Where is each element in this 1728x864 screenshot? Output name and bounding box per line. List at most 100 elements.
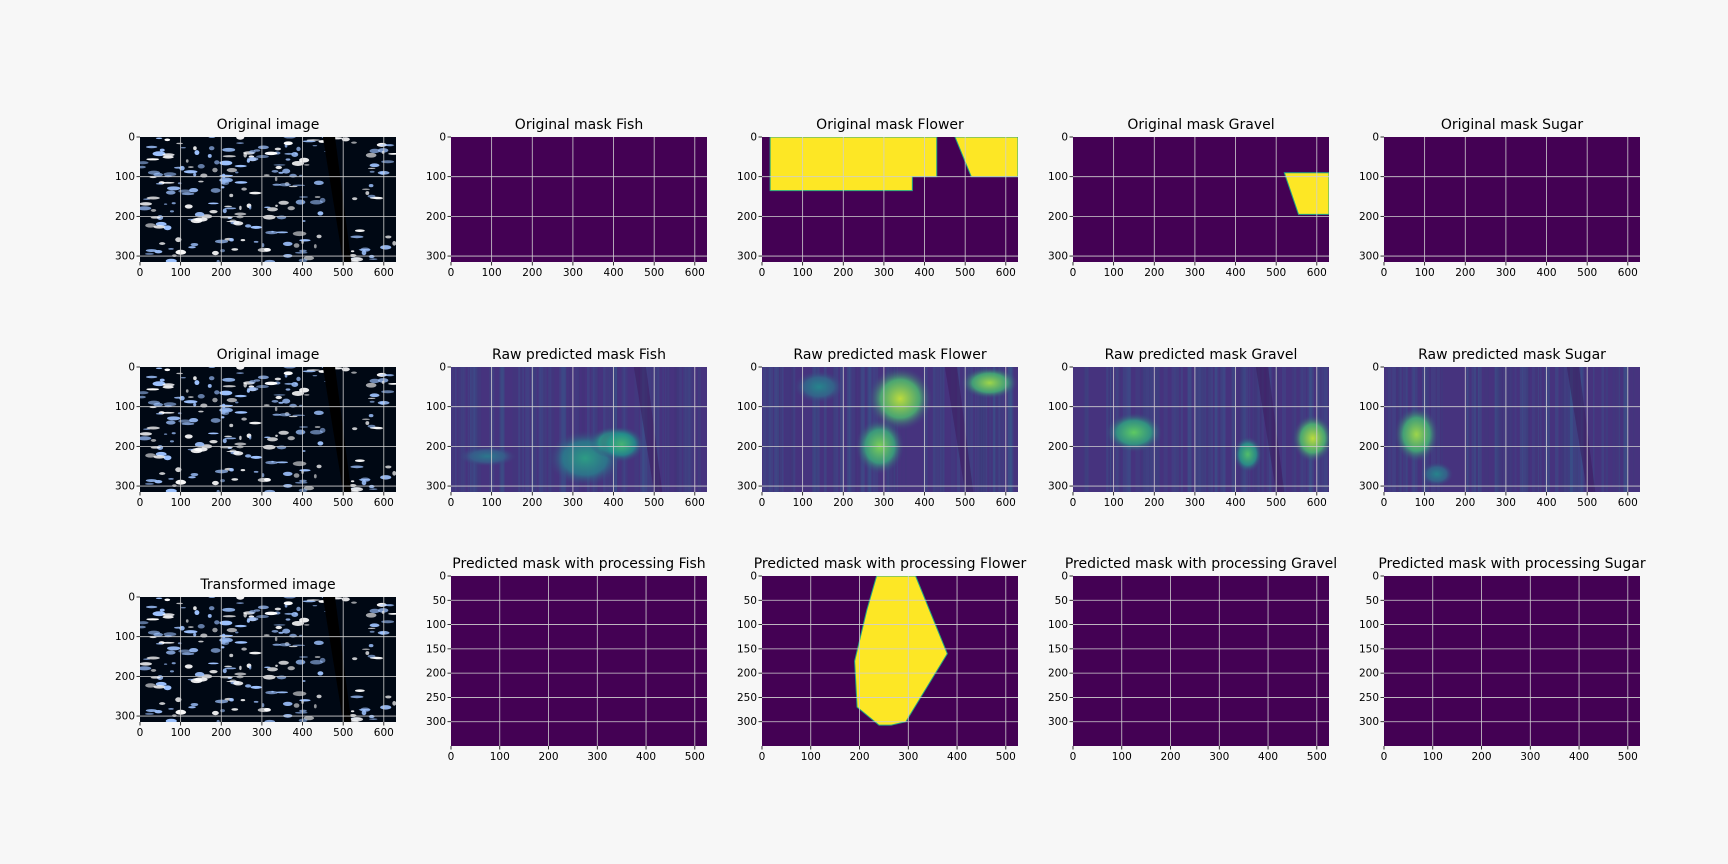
texture-strip bbox=[1471, 367, 1477, 492]
image-background bbox=[140, 367, 396, 492]
cloud-patch bbox=[350, 250, 355, 253]
x-tick-label: 600 bbox=[996, 267, 1016, 279]
cloud-patch bbox=[287, 206, 295, 211]
cloud-patch bbox=[317, 211, 324, 216]
cloud-patch bbox=[164, 368, 171, 372]
texture-strip bbox=[454, 367, 457, 492]
texture-strip bbox=[1593, 367, 1595, 492]
y-tick-label: 100 bbox=[426, 619, 446, 631]
x-tick-label: 0 bbox=[759, 497, 766, 509]
cloud-patch bbox=[163, 433, 168, 435]
texture-strip bbox=[1494, 367, 1500, 492]
texture-strip bbox=[1547, 367, 1550, 492]
cloud-patch bbox=[275, 204, 278, 208]
cloud-patch bbox=[240, 699, 246, 702]
subplot-7: 0 100 200 300 400 500 600 0 100 200 300 Raw predict… bbox=[426, 347, 707, 509]
cloud-patch bbox=[278, 643, 291, 647]
y-tick-label: 300 bbox=[1359, 251, 1379, 263]
texture-strip bbox=[979, 367, 984, 492]
cloud-patch bbox=[155, 412, 163, 415]
texture-strip bbox=[833, 367, 839, 492]
cloud-patch bbox=[208, 137, 216, 138]
cloud-patch bbox=[317, 441, 324, 446]
subplot-image bbox=[451, 367, 707, 492]
cloud-patch bbox=[276, 231, 289, 234]
cloud-patch bbox=[167, 186, 181, 191]
cloud-patch bbox=[222, 438, 227, 444]
x-tick-label: 300 bbox=[1185, 497, 1205, 509]
cloud-patch bbox=[219, 637, 233, 643]
cloud-patch bbox=[208, 662, 219, 665]
texture-strip bbox=[1214, 367, 1217, 492]
cloud-patch bbox=[283, 141, 293, 146]
texture-strip bbox=[968, 367, 972, 492]
cloud-patch bbox=[165, 650, 176, 655]
subplot-image bbox=[1384, 367, 1640, 492]
cloud-patch bbox=[249, 421, 262, 425]
cloud-patch bbox=[361, 250, 367, 256]
cloud-patch bbox=[341, 137, 350, 142]
cloud-patch bbox=[287, 436, 295, 441]
x-tick-label: 500 bbox=[996, 751, 1016, 763]
texture-strip bbox=[1509, 367, 1512, 492]
cloud-patch bbox=[210, 188, 221, 193]
cloud-patch bbox=[175, 697, 182, 703]
cloud-patch bbox=[194, 677, 208, 682]
x-tick-label: 200 bbox=[539, 751, 559, 763]
x-tick-label: 300 bbox=[874, 267, 894, 279]
cloud-patch bbox=[250, 225, 262, 229]
subplot-title: Predicted mask with processing Sugar bbox=[1378, 556, 1646, 572]
cloud-patch bbox=[278, 631, 284, 634]
cloud-patch bbox=[208, 146, 215, 151]
cloud-patch bbox=[299, 387, 310, 393]
texture-strip bbox=[1261, 367, 1264, 492]
texture-strip bbox=[935, 367, 940, 492]
texture-strip bbox=[534, 367, 537, 492]
texture-strip bbox=[1010, 367, 1014, 492]
cloud-patch bbox=[159, 608, 165, 612]
texture-strip bbox=[774, 367, 776, 492]
axes: 0 100 200 300 400 500 600 0 100 200 300 bbox=[737, 132, 1018, 279]
cloud-patch bbox=[164, 598, 171, 602]
texture-strip bbox=[470, 367, 474, 492]
texture-strip bbox=[1219, 367, 1224, 492]
cloud-patch bbox=[248, 435, 252, 440]
texture-strip bbox=[1388, 367, 1392, 492]
texture-strip bbox=[1204, 367, 1207, 492]
mask-region bbox=[854, 576, 948, 726]
cloud-patch bbox=[361, 648, 370, 651]
x-tick-label: 400 bbox=[1226, 267, 1246, 279]
axes: 0 100 200 300 400 500 0 50 100 150 200 250 300 bbox=[737, 571, 1018, 763]
cloud-patch bbox=[304, 164, 310, 166]
x-tick-label: 0 bbox=[1070, 267, 1077, 279]
cloud-patch bbox=[264, 611, 278, 616]
cloud-patch bbox=[145, 683, 156, 688]
cloud-patch bbox=[169, 670, 174, 673]
cloud-patch bbox=[296, 376, 301, 382]
cloud-patch bbox=[306, 139, 320, 141]
cloud-patch bbox=[224, 435, 233, 438]
cloud-patch bbox=[214, 390, 220, 395]
texture-strip bbox=[767, 367, 770, 492]
cloud-patch bbox=[145, 605, 158, 609]
cloud-patch bbox=[274, 377, 282, 381]
cloud-patch bbox=[285, 388, 291, 391]
cloud-patch bbox=[188, 246, 196, 249]
texture-strip bbox=[811, 367, 817, 492]
cloud-patch bbox=[369, 378, 380, 384]
texture-strip bbox=[577, 367, 581, 492]
x-tick-label: 100 bbox=[1415, 267, 1435, 279]
texture-strip bbox=[812, 367, 816, 492]
mask-background bbox=[1073, 137, 1329, 262]
cloud-patch bbox=[234, 411, 248, 414]
x-tick-label: 100 bbox=[482, 267, 502, 279]
cloud-patch bbox=[314, 656, 321, 658]
cloud-patch bbox=[140, 202, 152, 206]
cloud-patch bbox=[211, 710, 219, 716]
cloud-patch bbox=[361, 418, 370, 421]
texture-strip bbox=[1201, 367, 1206, 492]
cloud-patch bbox=[214, 160, 220, 165]
y-tick-label: 300 bbox=[1048, 481, 1068, 493]
subplot-image bbox=[1384, 137, 1640, 262]
cloud-patch bbox=[153, 172, 164, 177]
